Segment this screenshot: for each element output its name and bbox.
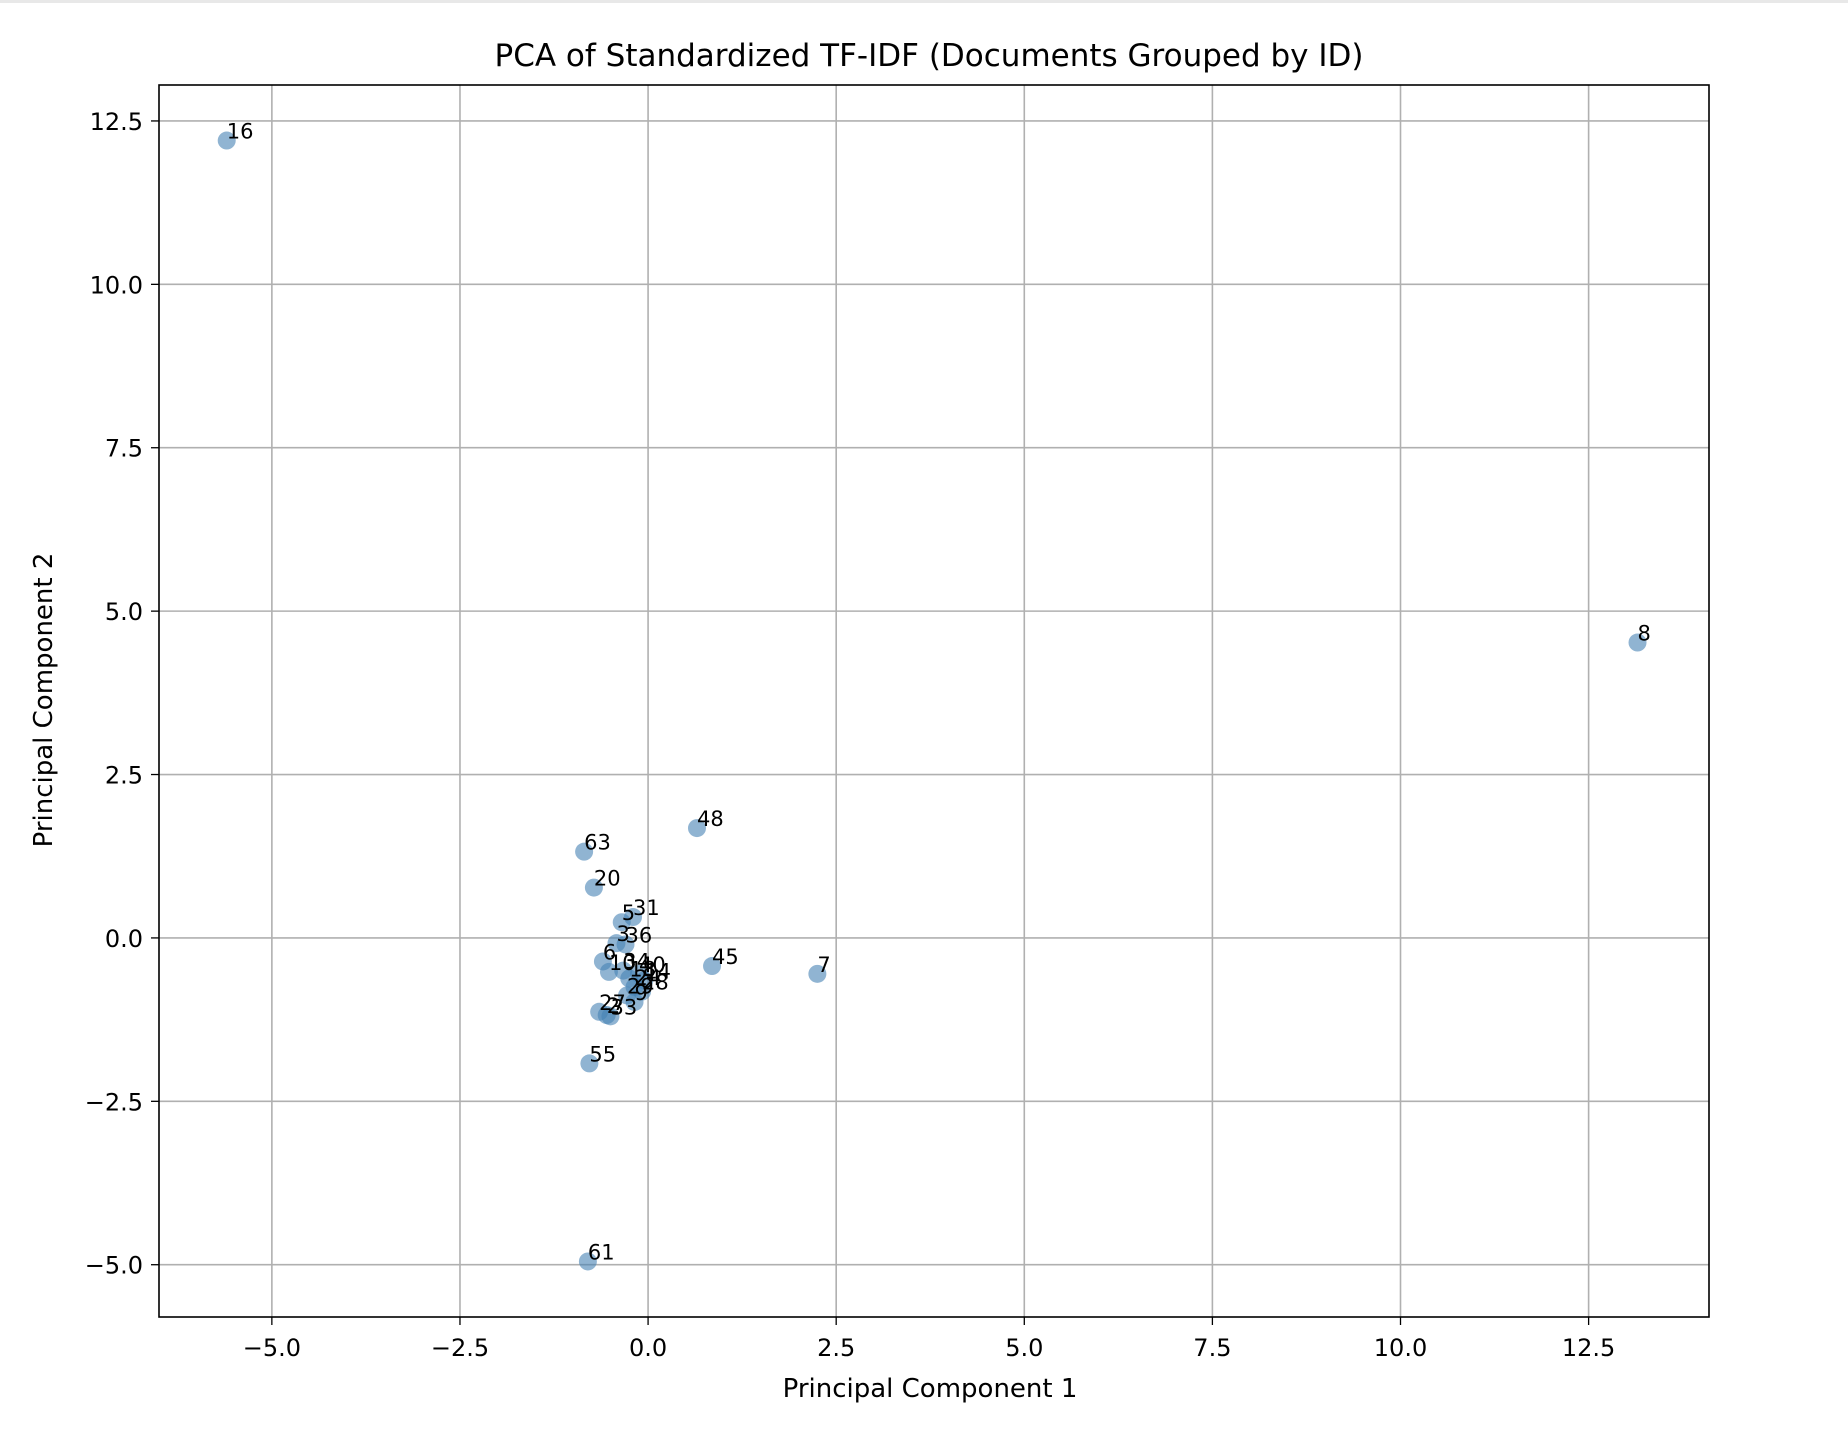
y-tick-label: 7.5 bbox=[105, 435, 143, 463]
data-point bbox=[578, 1252, 597, 1271]
plot-frame bbox=[158, 84, 1710, 1318]
data-point-label: 29 bbox=[627, 974, 654, 998]
x-tick-label: 2.5 bbox=[817, 1334, 855, 1362]
data-point-label: 2 bbox=[607, 994, 620, 1018]
data-point bbox=[599, 962, 618, 981]
data-point-label: 40 bbox=[639, 953, 666, 977]
data-point-label: 33 bbox=[610, 995, 637, 1019]
data-point-label: 24 bbox=[635, 966, 662, 990]
chart-title: PCA of Standardized TF-IDF (Documents Gr… bbox=[495, 38, 1364, 74]
data-point-label: 16 bbox=[227, 120, 254, 144]
data-point bbox=[703, 957, 722, 976]
data-point bbox=[601, 1007, 620, 1026]
x-tick-label: 5.0 bbox=[1005, 1334, 1043, 1362]
y-tick-label: 10.0 bbox=[90, 271, 143, 299]
data-point-label: 48 bbox=[697, 807, 724, 831]
grid-lines bbox=[159, 85, 1709, 1317]
data-point-label: 20 bbox=[594, 867, 621, 891]
data-point-label: 27 bbox=[599, 991, 626, 1015]
data-point-label: 34 bbox=[623, 950, 650, 974]
data-point-label: 8 bbox=[1638, 622, 1651, 646]
data-point bbox=[217, 131, 236, 150]
data-point-label: 14 bbox=[644, 959, 671, 983]
data-point-label: 6 bbox=[603, 940, 616, 964]
data-point bbox=[1628, 633, 1647, 652]
y-tick-label: −2.5 bbox=[85, 1088, 143, 1116]
data-point-label: 10 bbox=[609, 951, 636, 975]
data-point bbox=[687, 819, 706, 838]
data-point-label: 7 bbox=[817, 953, 830, 977]
data-point bbox=[580, 1054, 599, 1073]
data-point-label: 55 bbox=[589, 1042, 616, 1066]
x-axis-ticks: −5.0 −2.5 0.0 2.5 5.0 7.5 10.0 12.5 bbox=[243, 1317, 1615, 1362]
x-tick-label: −5.0 bbox=[243, 1334, 301, 1362]
data-point-label: 5 bbox=[622, 901, 635, 925]
data-points bbox=[217, 131, 1647, 1271]
y-tick-label: 12.5 bbox=[90, 108, 143, 136]
data-point-label: 9 bbox=[635, 981, 648, 1005]
x-tick-label: 10.0 bbox=[1374, 1334, 1427, 1362]
data-point-label: 3 bbox=[616, 922, 629, 946]
data-point bbox=[808, 964, 827, 983]
x-tick-label: 12.5 bbox=[1562, 1334, 1615, 1362]
x-tick-label: 0.0 bbox=[629, 1334, 667, 1362]
y-tick-label: −5.0 bbox=[85, 1252, 143, 1280]
data-point-label: 63 bbox=[584, 831, 611, 855]
data-point-label: 18 bbox=[629, 957, 656, 981]
x-axis-label: Principal Component 1 bbox=[783, 1374, 1078, 1404]
data-point bbox=[575, 842, 594, 861]
data-point bbox=[584, 878, 603, 897]
data-point-label: 28 bbox=[642, 971, 669, 995]
data-point bbox=[625, 992, 644, 1011]
y-axis-ticks: −5.0 −2.5 0.0 2.5 5.0 7.5 10.0 12.5 bbox=[85, 108, 159, 1280]
data-point-label: 61 bbox=[588, 1240, 615, 1264]
data-point-label: 45 bbox=[712, 945, 739, 969]
x-tick-label: −2.5 bbox=[431, 1334, 489, 1362]
top-border bbox=[0, 0, 1848, 3]
x-tick-label: 7.5 bbox=[1193, 1334, 1231, 1362]
y-tick-label: 5.0 bbox=[105, 598, 143, 626]
y-axis-label: Principal Component 2 bbox=[29, 553, 59, 848]
data-point bbox=[616, 935, 635, 954]
y-tick-label: 2.5 bbox=[105, 762, 143, 790]
data-point bbox=[624, 908, 643, 927]
y-tick-label: 0.0 bbox=[105, 925, 143, 953]
data-point-label: 36 bbox=[626, 923, 653, 947]
data-point-label: 31 bbox=[633, 896, 660, 920]
